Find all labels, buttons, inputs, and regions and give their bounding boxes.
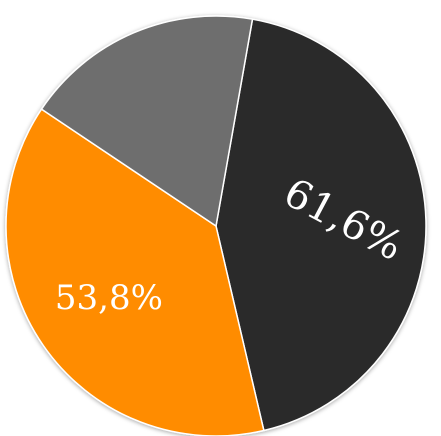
pie-slice-1 <box>5 108 265 436</box>
pie-slice-label-1: 53,8% <box>55 278 163 318</box>
pie-slices <box>5 15 427 436</box>
pie-slice-2 <box>40 15 254 228</box>
pie-slice-0 <box>215 18 427 432</box>
